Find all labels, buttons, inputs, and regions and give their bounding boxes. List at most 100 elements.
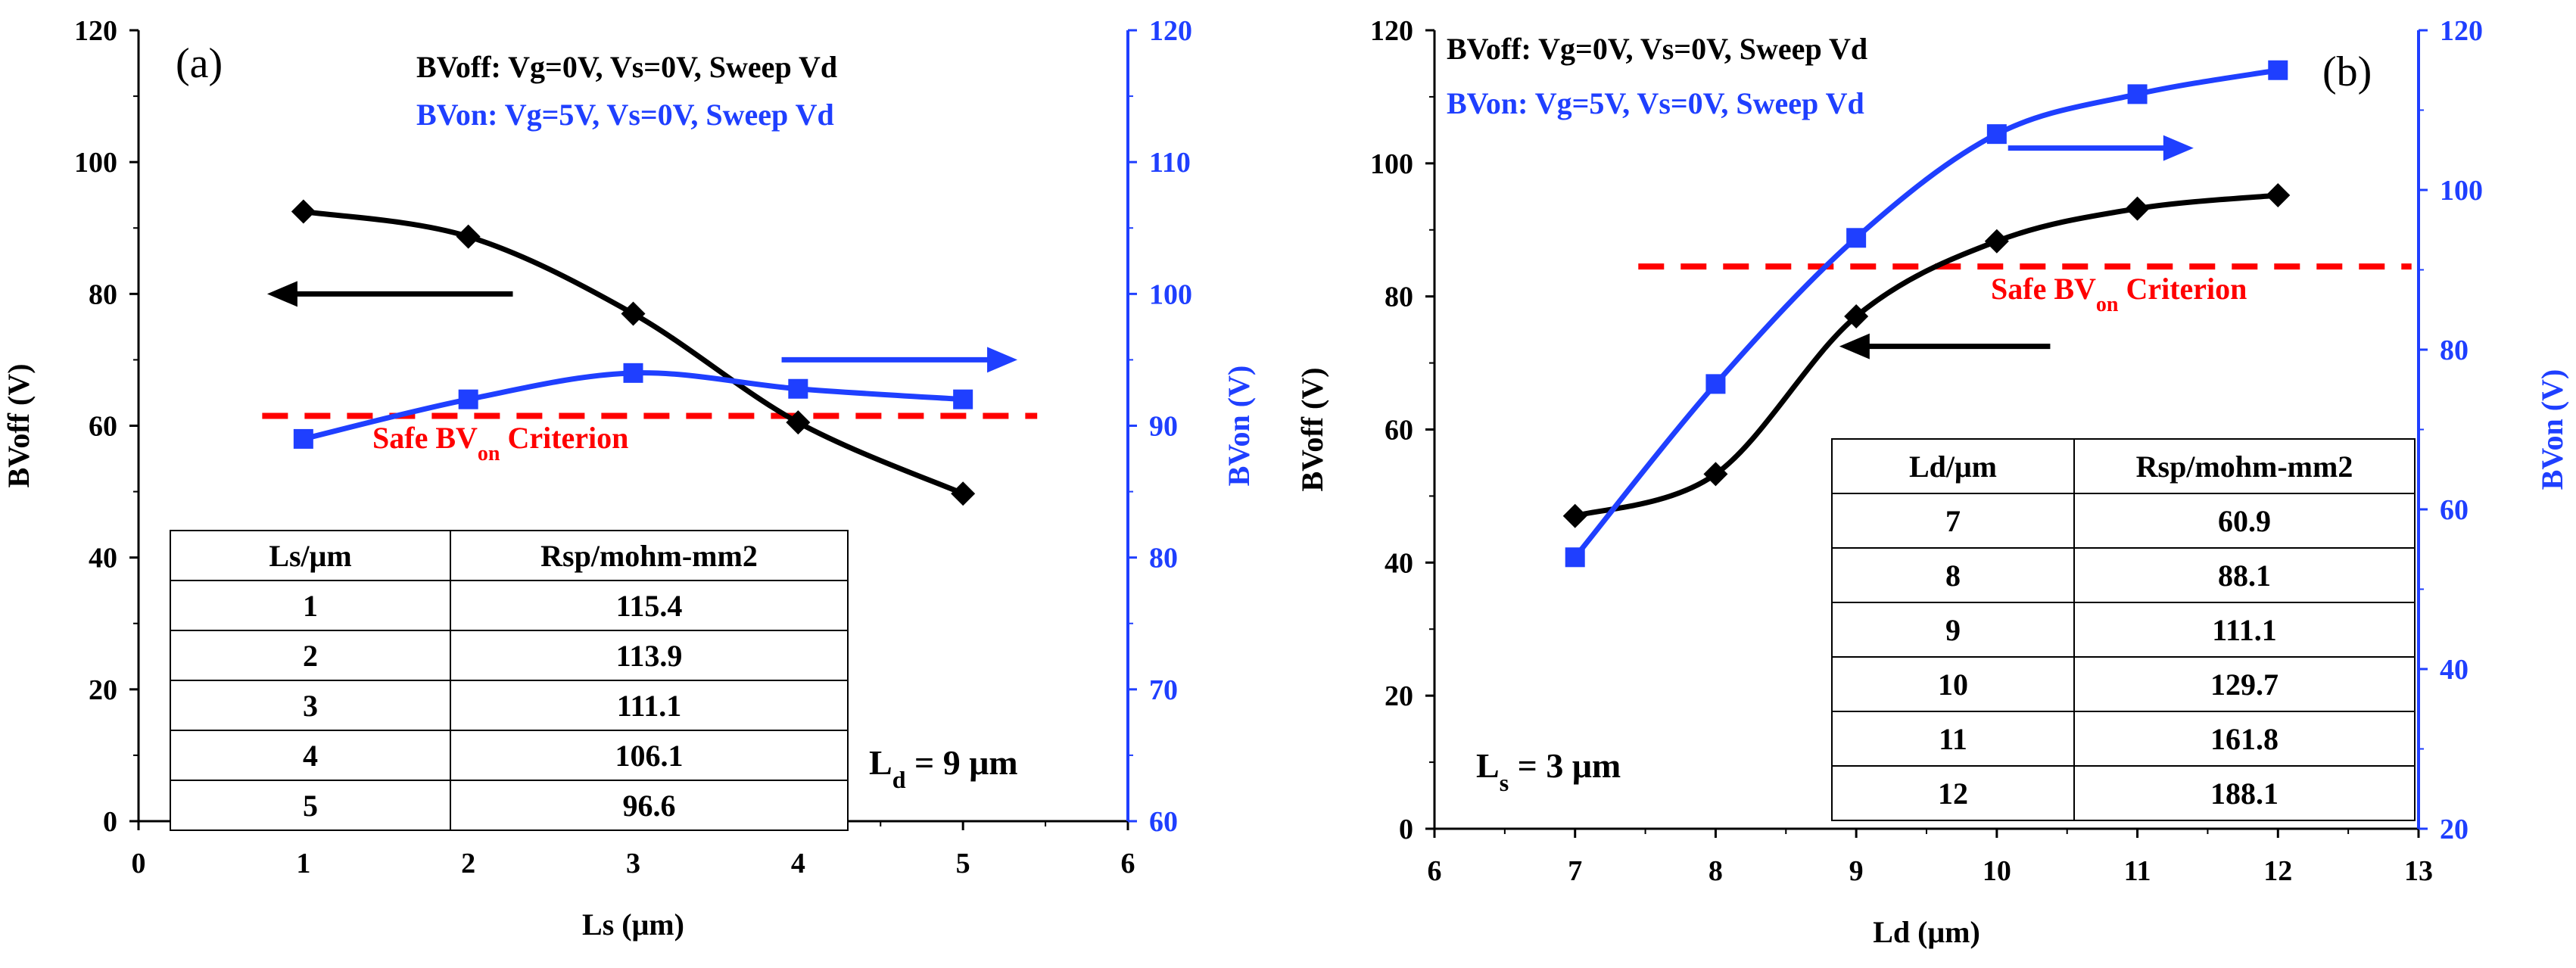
y-left-tick-label: 40 <box>1385 547 1413 579</box>
table-cell: 161.8 <box>2210 722 2279 756</box>
legend-entry: BVoff: Vg=0V, Vs=0V, Sweep Vd <box>416 50 837 84</box>
data-point-square <box>293 428 313 449</box>
table-cell: 11 <box>1939 722 1967 756</box>
y-right-tick-label: 80 <box>1149 543 1178 574</box>
data-point-diamond <box>1562 503 1587 528</box>
y-right-tick-label: 40 <box>2440 654 2469 686</box>
inset-table: Ld/μm Rsp/mohm-mm2 7 60.9 8 88.1 9 111.1 10 129.7… <box>1831 438 2416 821</box>
y-left-tick-label: 60 <box>89 411 117 443</box>
y-left-tick-label: 20 <box>1385 680 1413 712</box>
table-header-cell: Rsp/mohm-mm2 <box>2136 450 2353 484</box>
x-tick-label: 13 <box>2404 855 2433 887</box>
table-cell: 115.4 <box>616 589 683 623</box>
criterion-label-tail: Criterion <box>2118 272 2247 306</box>
table-header-cell: Ls/μm <box>269 539 351 573</box>
data-point-diamond <box>951 481 976 506</box>
data-point-diamond <box>786 410 811 435</box>
chart-panel-a: 0 1 2 3 4 5 602040608010012060708090100110120L… <box>2 15 1256 942</box>
y-right-tick-label: 110 <box>1149 147 1191 179</box>
y-left-tick-label: 80 <box>1385 282 1413 313</box>
table-frame <box>1831 438 2416 821</box>
y-right-axis-label: BVon (V) <box>2535 369 2569 490</box>
table-cell: 188.1 <box>2210 777 2279 811</box>
chart-panel-b: 6 7 8 9 10 11 12 13 0 20 40 60 80 100 120 20 40 60 80 100 12… <box>1295 15 2569 949</box>
data-point-diamond <box>1984 229 2009 254</box>
table-cell: 10 <box>1938 668 1968 702</box>
data-point-square <box>788 378 808 399</box>
table-cell: 5 <box>303 789 318 823</box>
annotation-main: L <box>869 743 892 782</box>
data-point-square <box>1846 228 1867 248</box>
y-right-tick-label: 60 <box>1149 806 1178 838</box>
y-left-tick-label: 0 <box>103 806 117 838</box>
annotation-tail: = 3 μm <box>1509 746 1621 785</box>
data-point-square <box>458 389 478 409</box>
y-left-tick-label: 0 <box>1399 814 1413 845</box>
axis-arrow-head <box>1839 333 1870 359</box>
y-right-tick-label: 60 <box>2440 494 2469 526</box>
axis-arrow-head <box>266 281 297 307</box>
table-cell: 4 <box>303 739 318 773</box>
criterion-label-main: Safe BV <box>372 421 478 455</box>
data-point-diamond <box>2125 196 2150 221</box>
x-tick-label: 12 <box>2263 855 2292 887</box>
y-right-tick-label: 80 <box>2440 335 2469 366</box>
x-tick-label: 9 <box>1849 855 1864 887</box>
y-left-tick-label: 120 <box>1370 15 1413 47</box>
y-left-tick-label: 100 <box>74 147 117 179</box>
parameter-annotation: Ld = 9 μm <box>869 743 1018 793</box>
y-left-axis-label: BVoff (V) <box>1295 367 1329 491</box>
x-tick-label: 10 <box>1983 855 2011 887</box>
table-cell: 111.1 <box>617 689 682 723</box>
annotation-main: L <box>1476 746 1500 785</box>
x-tick-label: 3 <box>626 848 640 879</box>
x-axis-label: Ls (μm) <box>582 907 684 942</box>
table-cell: 129.7 <box>2210 668 2279 702</box>
data-point-square <box>623 363 643 383</box>
data-point-diamond <box>456 224 481 249</box>
parameter-annotation: Ls = 3 μm <box>1476 746 1621 796</box>
table-cell: 2 <box>303 639 318 673</box>
y-right-tick-label: 20 <box>2440 814 2469 845</box>
y-left-tick-label: 120 <box>74 15 117 47</box>
y-left-tick-label: 60 <box>1385 415 1413 447</box>
x-tick-label: 6 <box>1121 848 1135 879</box>
data-point-square <box>1565 547 1585 568</box>
x-tick-label: 5 <box>956 848 970 879</box>
table-header-cell: Rsp/mohm-mm2 <box>540 539 758 573</box>
safe-criterion-label: Safe BVon Criterion <box>1991 272 2247 316</box>
table-cell: 96.6 <box>623 789 676 823</box>
data-point-square <box>1705 374 1726 394</box>
annotation-tail: = 9 μm <box>905 743 1017 782</box>
y-left-tick-label: 100 <box>1370 148 1413 180</box>
data-point-square <box>2127 84 2148 104</box>
inset-table: Ls/μm Rsp/mohm-mm2 1 115.4 2 113.9 3 111.1 4 106.… <box>170 530 849 831</box>
data-point-diamond <box>1703 462 1728 487</box>
y-left-axis-label: BVoff (V) <box>2 363 36 487</box>
y-right-tick-label: 120 <box>1149 15 1192 47</box>
data-point-diamond <box>291 199 316 224</box>
y-right-tick-label: 100 <box>1149 279 1192 310</box>
table-cell: 111.1 <box>2212 613 2277 647</box>
y-right-tick-label: 90 <box>1149 411 1178 443</box>
table-cell: 88.1 <box>2218 559 2271 593</box>
panel-label: (a) <box>176 40 223 87</box>
y-left-tick-label: 20 <box>89 674 117 706</box>
annotation-sub: s <box>1500 769 1509 796</box>
x-tick-label: 1 <box>296 848 310 879</box>
legend-entry: BVon: Vg=5V, Vs=0V, Sweep Vd <box>416 98 834 132</box>
x-tick-label: 11 <box>2124 855 2151 887</box>
x-tick-label: 7 <box>1568 855 1582 887</box>
y-left-tick-label: 80 <box>89 279 117 310</box>
data-point-square <box>2268 60 2288 80</box>
table-cell: 3 <box>303 689 318 723</box>
axis-arrow-head <box>987 347 1018 373</box>
y-left-tick-label: 40 <box>89 543 117 574</box>
table-cell: 60.9 <box>2218 504 2271 538</box>
legend-entry: BVoff: Vg=0V, Vs=0V, Sweep Vd <box>1447 32 1867 66</box>
x-tick-label: 8 <box>1709 855 1723 887</box>
data-point-diamond <box>1844 304 1869 329</box>
table-cell: 9 <box>1945 613 1961 647</box>
table-cell: 113.9 <box>616 639 683 673</box>
